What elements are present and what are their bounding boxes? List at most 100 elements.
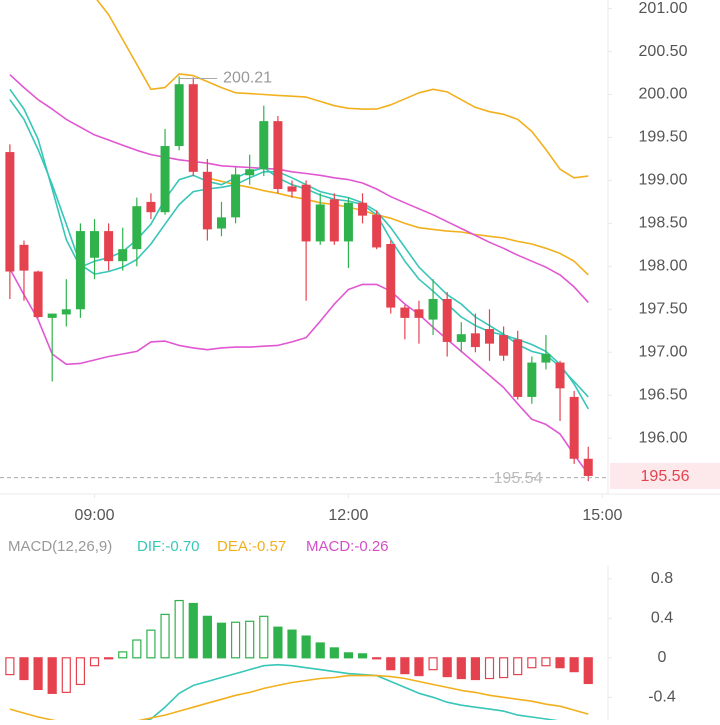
candle-body <box>33 271 43 318</box>
y-tick-label: 200.50 <box>639 43 688 60</box>
macd-bar <box>174 599 184 659</box>
candle-body <box>132 206 142 250</box>
legend-entry: DEA:-0.57 <box>217 538 286 555</box>
candle-body <box>245 169 255 176</box>
candle-body <box>202 171 212 230</box>
candle-body <box>400 307 410 318</box>
x-tick-label: 09:00 <box>74 507 114 524</box>
candle-body <box>358 202 368 216</box>
macd-line <box>9 674 589 720</box>
indicator-line <box>9 268 589 475</box>
macd-bar <box>160 613 170 659</box>
candle-body <box>231 174 241 218</box>
macd-bar <box>287 629 297 659</box>
legend-entry: MACD:-0.26 <box>306 538 389 555</box>
macd-bar <box>372 657 382 660</box>
candle-body <box>174 84 184 147</box>
macd-bar <box>5 657 15 676</box>
macd-bar <box>273 626 283 659</box>
macd-plot <box>5 599 593 720</box>
high-marker-label: 200.21 <box>223 70 272 87</box>
macd-bar <box>230 621 241 659</box>
x-tick-label: 15:00 <box>582 507 622 524</box>
macd-bar <box>315 642 325 659</box>
macd-line <box>144 663 559 720</box>
indicator-line <box>9 99 589 398</box>
y-tick-label: 199.00 <box>639 172 688 189</box>
macd-bar <box>216 622 227 659</box>
macd-bar <box>428 657 438 671</box>
macd-bar <box>357 653 368 659</box>
y-tick-label: 197.00 <box>639 343 688 360</box>
macd-bar <box>527 657 537 669</box>
candle-body <box>5 152 15 272</box>
candle-body <box>315 204 325 242</box>
y-tick-label: -0.4 <box>648 689 676 706</box>
macd-bar <box>484 657 495 680</box>
macd-bar <box>400 657 410 675</box>
y-tick-label: 198.00 <box>639 258 688 275</box>
y-tick-label: 0 <box>658 649 667 666</box>
last-price-label: 195.56 <box>641 468 690 485</box>
candle-body <box>146 201 156 213</box>
macd-bar <box>583 657 593 685</box>
macd-bar <box>146 629 156 659</box>
candle-body <box>343 202 353 242</box>
y-tick-label: 0.4 <box>651 610 673 627</box>
candle-body <box>372 214 382 248</box>
candle-body <box>118 249 128 262</box>
candle-body <box>75 231 85 310</box>
candle-body <box>442 298 452 342</box>
macd-bar <box>555 657 565 669</box>
candle-body <box>160 146 170 213</box>
y-tick-label: 196.00 <box>639 429 688 446</box>
candle-body <box>47 313 57 318</box>
macd-bar <box>132 639 142 659</box>
macd-bar <box>89 657 100 667</box>
labels: 201.00 200.50 200.00 199.50 199.00 198.50 198.… <box>8 0 720 706</box>
indicator-line <box>207 177 589 276</box>
candle-body <box>259 121 269 170</box>
reference-label: 195.54 <box>494 470 543 487</box>
macd-bar <box>414 657 424 677</box>
macd-bar <box>513 657 523 676</box>
candle-body <box>329 199 339 242</box>
y-tick-label: 198.50 <box>639 215 688 232</box>
candle-body <box>414 309 424 318</box>
y-tick-label: 199.50 <box>639 129 688 146</box>
indicator-line <box>96 0 589 179</box>
candle-body <box>555 362 565 389</box>
y-tick-label: 201.00 <box>639 0 688 17</box>
y-tick-label: 0.8 <box>651 570 673 587</box>
candle-body <box>301 184 311 242</box>
macd-bar <box>202 615 212 659</box>
macd-bar <box>456 657 466 680</box>
macd-bar <box>188 602 198 659</box>
indicator-line <box>9 74 589 303</box>
candle-body <box>216 217 226 229</box>
macd-bar <box>47 657 57 694</box>
macd-bar <box>541 657 551 667</box>
macd-bar <box>442 657 452 678</box>
macd-bar <box>386 657 396 671</box>
candle-body <box>188 84 198 172</box>
candle-body <box>499 335 509 356</box>
candle-body <box>428 298 438 320</box>
macd-bar <box>343 652 354 659</box>
macd-bar <box>19 657 29 681</box>
y-tick-label: 196.50 <box>639 386 688 403</box>
candle-body <box>485 329 495 344</box>
macd-title: MACD(12,26,9) <box>8 538 112 555</box>
macd-bar <box>61 657 71 693</box>
macd-bar <box>245 620 255 659</box>
candle-body <box>456 334 466 342</box>
candle-body <box>19 244 29 271</box>
macd-bar <box>470 657 480 681</box>
last-price-tag <box>610 462 720 489</box>
candle-body <box>541 353 551 363</box>
macd-bar <box>301 635 311 659</box>
macd-bar <box>259 615 269 659</box>
y-tick-label: 200.00 <box>639 86 688 103</box>
